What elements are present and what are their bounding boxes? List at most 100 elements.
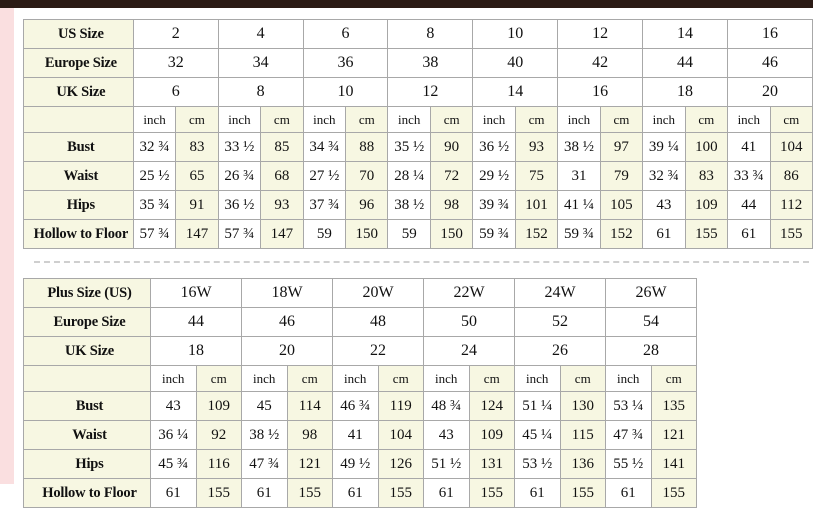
size-value-cell: 16W	[150, 278, 242, 308]
measurement-cell-inch: 39 ¼	[642, 132, 686, 162]
measurement-cell-cm: 155	[684, 219, 728, 249]
unit-header-inch: inch	[557, 106, 601, 133]
size-value-cell: 12	[557, 19, 644, 49]
unit-header-row: inch cm inch cm inch cm inch cm inch cm inch cm	[23, 365, 697, 392]
unit-header-inch: inch	[241, 365, 288, 392]
measurement-cell-inch: 43	[642, 190, 686, 220]
unit-header-row: inch cm inch cm inch cm inch cm inch cm inch cm inch…	[23, 106, 813, 133]
unit-header-inch: inch	[132, 106, 177, 133]
measurement-row: Waist 36 ¼ 92 38 ½ 98 41 104 43 109 45 ¼ 115 47 ¾ 12…	[23, 420, 697, 450]
unit-header-inch: inch	[150, 365, 197, 392]
measurement-cell-cm: 141	[650, 449, 697, 479]
size-value-cell: 18	[642, 77, 728, 107]
size-value-cell: 20W	[332, 278, 424, 308]
size-value-cell: 46	[726, 48, 813, 78]
measurement-cell-cm: 121	[286, 449, 333, 479]
size-header-row: UK Size 6 8 10 12 14 16 18 20	[23, 77, 813, 107]
measurement-cell-cm: 85	[260, 132, 304, 162]
measurement-cell-inch: 59	[387, 219, 431, 249]
row-label-uk-size: UK Size	[23, 77, 134, 107]
measurement-cell-inch: 53 ¼	[605, 391, 652, 421]
measurement-cell-cm: 109	[684, 190, 728, 220]
measurement-row: Hollow to Floor 57 ¾ 147 57 ¾ 147 59 150 59 150 5…	[23, 219, 813, 249]
measurement-cell-inch: 61	[332, 478, 379, 508]
measurement-cell-inch: 35 ¾	[132, 190, 177, 220]
measurement-cell-cm: 116	[195, 449, 242, 479]
unit-header-cm: cm	[769, 106, 813, 133]
size-value-cell: 2	[132, 19, 219, 49]
measurement-cell-cm: 126	[377, 449, 424, 479]
measurement-cell-inch: 32 ¾	[642, 161, 686, 191]
measurement-cell-inch: 61	[514, 478, 561, 508]
row-label-hips: Hips	[23, 449, 151, 479]
measurement-cell-cm: 130	[559, 391, 606, 421]
measurement-cell-inch: 33 ½	[217, 132, 262, 162]
size-header-row: Plus Size (US) 16W 18W 20W 22W 24W 26W	[23, 278, 697, 308]
size-value-cell: 18	[150, 336, 242, 366]
unit-header-inch: inch	[726, 106, 771, 133]
size-value-cell: 22	[332, 336, 424, 366]
standard-size-table: US Size 2 4 6 8 10 12 14 16 Europe Size 32 34 36 38 40…	[23, 19, 813, 249]
measurement-cell-cm: 79	[599, 161, 644, 191]
measurement-cell-cm: 83	[684, 161, 728, 191]
row-label-waist: Waist	[23, 161, 134, 191]
size-value-cell: 16	[726, 19, 813, 49]
measurement-cell-inch: 61	[726, 219, 771, 249]
measurement-cell-cm: 98	[286, 420, 333, 450]
plus-size-chart-container: Plus Size (US) 16W 18W 20W 22W 24W 26W Europe S…	[23, 278, 697, 508]
measurement-cell-inch: 33 ¾	[726, 161, 771, 191]
measurement-cell-inch: 43	[423, 420, 470, 450]
measurement-cell-cm: 92	[195, 420, 242, 450]
size-value-cell: 14	[472, 77, 559, 107]
size-value-cell: 22W	[423, 278, 515, 308]
measurement-cell-inch: 38 ½	[241, 420, 288, 450]
size-value-cell: 20	[241, 336, 333, 366]
measurement-cell-inch: 61	[642, 219, 686, 249]
measurement-row: Waist 25 ½ 65 26 ¾ 68 27 ½ 70 28 ¼ 72 29 ½ 75 31 79 3…	[23, 161, 813, 191]
table-divider	[34, 261, 809, 263]
unit-header-inch: inch	[605, 365, 652, 392]
unit-header-cm: cm	[195, 365, 242, 392]
size-value-cell: 10	[472, 19, 559, 49]
row-label-europe-size: Europe Size	[23, 307, 151, 337]
size-value-cell: 42	[557, 48, 644, 78]
measurement-cell-cm: 96	[345, 190, 389, 220]
measurement-cell-cm: 150	[345, 219, 389, 249]
unit-header-inch: inch	[302, 106, 347, 133]
row-label-bust: Bust	[23, 391, 151, 421]
measurement-cell-cm: 150	[429, 219, 474, 249]
size-value-cell: 14	[642, 19, 728, 49]
measurement-cell-cm: 83	[175, 132, 219, 162]
size-value-cell: 52	[514, 307, 606, 337]
measurement-cell-cm: 155	[377, 478, 424, 508]
measurement-cell-cm: 152	[514, 219, 559, 249]
plus-size-table: Plus Size (US) 16W 18W 20W 22W 24W 26W Europe S…	[23, 278, 697, 508]
size-value-cell: 18W	[241, 278, 333, 308]
measurement-cell-inch: 37 ¾	[302, 190, 347, 220]
row-label-waist: Waist	[23, 420, 151, 450]
measurement-cell-cm: 104	[377, 420, 424, 450]
measurement-cell-cm: 68	[260, 161, 304, 191]
unit-header-cm: cm	[345, 106, 389, 133]
top-decor-bar	[0, 0, 813, 8]
row-label-hollow-to-floor: Hollow to Floor	[23, 219, 134, 249]
unit-header-inch: inch	[472, 106, 516, 133]
size-value-cell: 26W	[605, 278, 697, 308]
measurement-cell-cm: 147	[260, 219, 304, 249]
unit-header-inch: inch	[332, 365, 379, 392]
unit-header-inch: inch	[642, 106, 686, 133]
measurement-cell-cm: 109	[195, 391, 242, 421]
size-header-row: Europe Size 32 34 36 38 40 42 44 46	[23, 48, 813, 78]
unit-header-cm: cm	[650, 365, 697, 392]
measurement-cell-cm: 119	[377, 391, 424, 421]
measurement-row: Bust 32 ¾ 83 33 ½ 85 34 ¾ 88 35 ½ 90 36 ½ 93 38 ½ 97…	[23, 132, 813, 162]
size-value-cell: 6	[132, 77, 219, 107]
size-value-cell: 48	[332, 307, 424, 337]
size-header-row: US Size 2 4 6 8 10 12 14 16	[23, 19, 813, 49]
row-label-hips: Hips	[23, 190, 134, 220]
unit-header-cm: cm	[559, 365, 606, 392]
size-value-cell: 20	[726, 77, 813, 107]
measurement-cell-inch: 61	[150, 478, 197, 508]
